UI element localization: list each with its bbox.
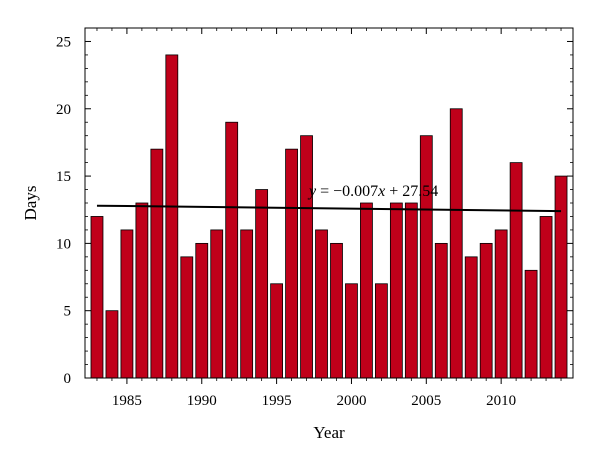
x-tick-label-1985: 1985 bbox=[112, 393, 142, 409]
bar-1998 bbox=[315, 229, 328, 379]
x-tick-label-2010: 2010 bbox=[486, 393, 516, 409]
bar-1997 bbox=[300, 135, 313, 379]
trendline bbox=[96, 204, 562, 213]
y-tick-label-0: 0 bbox=[64, 371, 72, 387]
y-axis: 0 5 10 15 20 25 bbox=[56, 34, 573, 387]
bar-1996 bbox=[285, 148, 298, 379]
bar-2003 bbox=[389, 202, 403, 379]
bar-2007 bbox=[449, 108, 463, 379]
bar-2011 bbox=[509, 162, 523, 379]
x-tick-label-2000: 2000 bbox=[336, 393, 366, 409]
y-tick-label-25: 25 bbox=[56, 34, 71, 50]
bar-2013 bbox=[539, 216, 553, 379]
bar-2005 bbox=[419, 135, 433, 379]
bars-group bbox=[90, 54, 568, 379]
trendline-equation: y = −0.007x + 27.54 bbox=[307, 183, 438, 200]
bar-2009 bbox=[479, 242, 493, 379]
y-tick-label-15: 15 bbox=[56, 169, 71, 185]
bar-2001 bbox=[360, 202, 373, 379]
x-tick-label-1995: 1995 bbox=[262, 393, 292, 409]
bar-1990 bbox=[195, 242, 209, 379]
bar-1995 bbox=[270, 283, 283, 379]
bar-1986 bbox=[135, 202, 149, 379]
bar-1993 bbox=[240, 229, 254, 379]
bar-1992 bbox=[225, 121, 239, 379]
bar-2006 bbox=[434, 242, 448, 379]
bar-1984 bbox=[105, 310, 119, 379]
x-tick-label-1990: 1990 bbox=[187, 393, 217, 409]
bar-1985 bbox=[120, 229, 134, 379]
bar-2010 bbox=[494, 229, 508, 379]
y-axis-label: Days bbox=[21, 186, 40, 221]
bar-1988 bbox=[165, 54, 179, 379]
y-tick-label-20: 20 bbox=[56, 102, 71, 118]
bar-1989 bbox=[180, 256, 194, 379]
y-tick-label-10: 10 bbox=[56, 236, 71, 252]
bar-2014 bbox=[554, 175, 568, 379]
bar-1999 bbox=[330, 242, 343, 379]
bar-1983 bbox=[90, 216, 104, 379]
bar-2002 bbox=[374, 283, 388, 379]
x-tick-label-2005: 2005 bbox=[411, 393, 441, 409]
x-axis: 1985 1990 1995 2000 2005 2010 bbox=[96, 28, 562, 409]
bar-1994 bbox=[255, 189, 269, 379]
bar-2000 bbox=[345, 283, 358, 379]
bar-2008 bbox=[464, 256, 478, 379]
bar-1987 bbox=[150, 148, 164, 379]
x-axis-label: Year bbox=[313, 423, 345, 442]
bar-1991 bbox=[210, 229, 224, 379]
bar-2004 bbox=[404, 202, 418, 379]
y-tick-label-5: 5 bbox=[64, 304, 72, 320]
bar-2012 bbox=[524, 269, 538, 379]
